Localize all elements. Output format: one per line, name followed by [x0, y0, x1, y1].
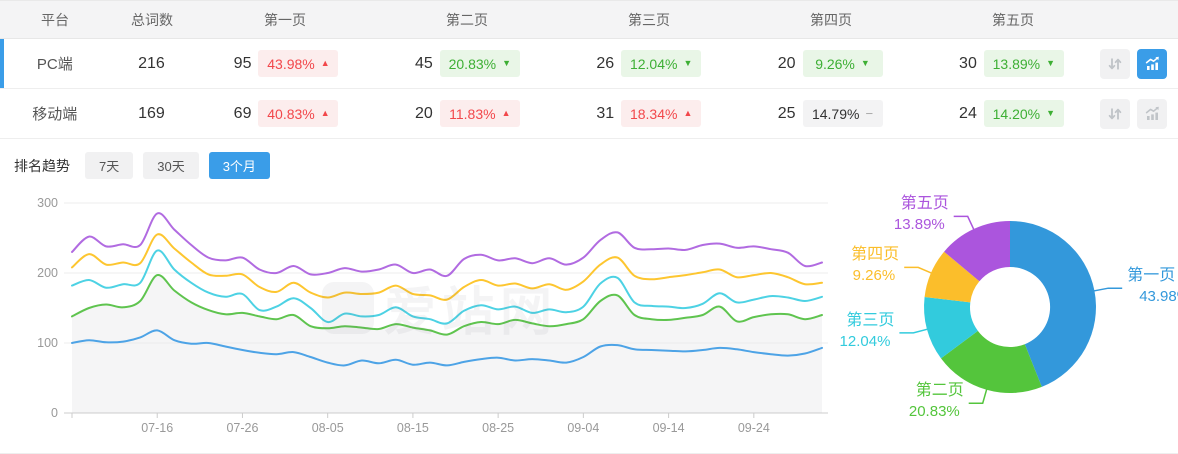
up-triangle-icon: ▲: [320, 108, 330, 118]
page-4-cell: 25 14.79% −: [737, 100, 918, 127]
page-3-change-badge: 18.34% ▲: [621, 100, 702, 127]
trend-tab-1[interactable]: 7天: [85, 152, 134, 179]
platform-name: PC端: [36, 56, 73, 73]
up-triangle-icon: ▲: [501, 108, 511, 118]
page-1-change-badge: 40.83% ▲: [258, 100, 339, 127]
row-actions: [1100, 48, 1178, 79]
page-2-change-badge: 20.83% ▼: [439, 50, 520, 77]
donut-label-4: 第四页 9.26%: [851, 246, 900, 285]
page-1-cell: 69 40.83% ▲: [193, 100, 374, 127]
sort-arrows-icon: [1108, 107, 1122, 120]
down-triangle-icon: ▼: [502, 58, 512, 68]
table-row[interactable]: 移动端 169 69 40.83% ▲ 20 11.83% ▲ 31 18.34% ▲ 25 14.…: [0, 89, 1178, 139]
page-4-change-badge: 9.26% ▼: [802, 50, 883, 77]
row-actions: [1100, 98, 1178, 129]
down-triangle-icon: ▼: [683, 58, 693, 68]
platform-table: 平台 总词数 第一页 第二页 第三页 第四页 第五页 PC端 216 95 43.…: [0, 1, 1178, 139]
trend-tab-2[interactable]: 30天: [143, 152, 199, 179]
svg-text:300: 300: [37, 196, 58, 210]
sort-button[interactable]: [1100, 48, 1131, 79]
svg-text:100: 100: [37, 336, 58, 350]
trend-chart-icon: [1145, 56, 1159, 70]
up-triangle-icon: ▲: [683, 108, 693, 118]
page-2-change-badge: 11.83% ▲: [439, 100, 520, 127]
svg-text:08-15: 08-15: [397, 421, 429, 435]
page-2-cell: 45 20.83% ▼: [375, 50, 556, 77]
total-words: 216: [138, 54, 165, 72]
table-body: PC端 216 95 43.98% ▲ 45 20.83% ▼ 26 12.04% ▼ 20 9.2…: [0, 39, 1178, 139]
down-triangle-icon: ▼: [1046, 58, 1056, 68]
charts-area: 0 100 200 300 07-16 07-26 08-05 08-15 08-25 09-04…: [0, 184, 1178, 454]
flat-dash-icon: −: [865, 106, 874, 121]
rank-trend-line-chart: 0 100 200 300 07-16 07-26 08-05 08-15 08-25 09-04…: [37, 196, 828, 435]
page-3-count: 31: [596, 104, 615, 122]
trend-section-toolbar: 排名趋势 7天 30天 3个月: [0, 139, 1178, 184]
page-4-cell: 20 9.26% ▼: [737, 50, 918, 77]
table-row[interactable]: PC端 216 95 43.98% ▲ 45 20.83% ▼ 26 12.04% ▼ 20 9.2…: [0, 39, 1178, 89]
trend-chart-button[interactable]: [1137, 98, 1168, 129]
page-1-cell: 95 43.98% ▲: [193, 50, 374, 77]
platform-name: 移动端: [32, 106, 78, 123]
col-header-platform: 平台: [41, 11, 69, 28]
donut-label-2: 第二页 20.83%: [908, 382, 964, 420]
trend-chart-icon: [1145, 106, 1159, 120]
trend-range-tabs: 7天 30天 3个月: [85, 152, 270, 179]
down-triangle-icon: ▼: [860, 58, 870, 68]
up-triangle-icon: ▲: [320, 58, 330, 68]
page-2-count: 45: [415, 54, 433, 72]
page-5-cell: 30 13.89% ▼: [919, 50, 1100, 77]
page-1-change-badge: 43.98% ▲: [258, 50, 339, 77]
svg-text:09-04: 09-04: [567, 421, 599, 435]
svg-text:07-16: 07-16: [141, 421, 173, 435]
svg-text:08-25: 08-25: [482, 421, 514, 435]
page-1-count: 69: [233, 104, 252, 122]
col-header-total: 总词数: [131, 11, 173, 28]
page-5-count: 24: [959, 104, 977, 122]
page-4-count: 25: [777, 104, 796, 122]
page-5-change-badge: 13.89% ▼: [983, 50, 1064, 77]
page-1-count: 95: [233, 54, 252, 72]
col-header-page1: 第一页: [264, 11, 306, 28]
col-header-page5: 第五页: [992, 11, 1034, 28]
sort-button[interactable]: [1100, 98, 1131, 129]
svg-text:08-05: 08-05: [312, 421, 344, 435]
page-3-change-badge: 12.04% ▼: [621, 50, 702, 77]
trend-chart-button[interactable]: [1137, 48, 1168, 79]
col-header-page2: 第二页: [446, 11, 488, 28]
page-4-change-badge: 14.79% −: [802, 100, 883, 127]
page-2-cell: 20 11.83% ▲: [375, 100, 556, 127]
col-header-page3: 第三页: [628, 11, 670, 28]
page-2-count: 20: [415, 104, 433, 122]
trend-section-title: 排名趋势: [14, 157, 70, 174]
total-words: 169: [138, 104, 165, 122]
svg-text:0: 0: [51, 406, 58, 420]
donut-label-3: 第三页 12.04%: [839, 311, 895, 350]
col-header-page4: 第四页: [810, 11, 852, 28]
svg-text:07-26: 07-26: [226, 421, 258, 435]
page-3-cell: 26 12.04% ▼: [556, 50, 737, 77]
page-3-count: 26: [596, 54, 615, 72]
page-4-count: 20: [777, 54, 796, 72]
svg-text:200: 200: [37, 266, 58, 280]
svg-text:09-14: 09-14: [653, 421, 685, 435]
page-3-cell: 31 18.34% ▲: [556, 100, 737, 127]
donut-label-5: 第五页 13.89%: [893, 195, 949, 234]
trend-tab-3[interactable]: 3个月: [208, 152, 270, 179]
page-5-cell: 24 14.20% ▼: [919, 100, 1100, 127]
table-header: 平台 总词数 第一页 第二页 第三页 第四页 第五页: [0, 1, 1178, 39]
page-5-count: 30: [959, 54, 977, 72]
sort-arrows-icon: [1108, 57, 1122, 70]
down-triangle-icon: ▼: [1046, 108, 1056, 118]
page-5-change-badge: 14.20% ▼: [983, 100, 1064, 127]
svg-text:09-24: 09-24: [738, 421, 770, 435]
